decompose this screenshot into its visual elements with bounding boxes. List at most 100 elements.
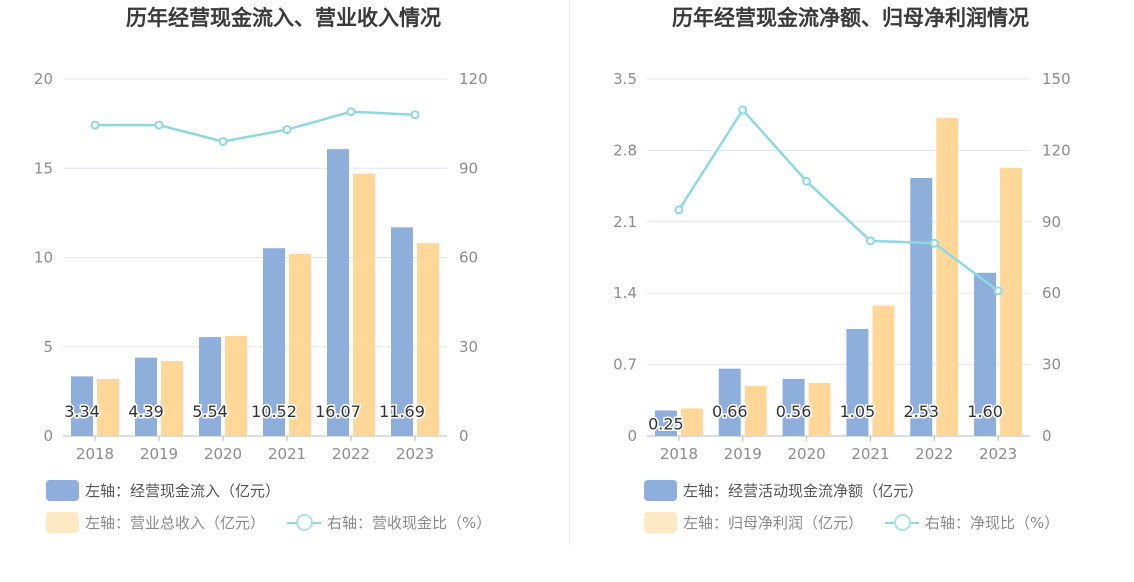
y-left-tick-label: 0.7 <box>613 356 637 374</box>
legend-row-2: 左轴：归母净利润（亿元） 右轴：净现比（%） <box>644 511 1081 533</box>
legend-label: 左轴：营业总收入（亿元） <box>85 513 266 532</box>
ratio-point <box>90 120 100 130</box>
x-tick-label: 2018 <box>660 445 698 463</box>
bar-data-label: 0.66 <box>712 402 748 421</box>
y-right-tick-label: 150 <box>1042 70 1071 88</box>
ratio-point <box>154 120 164 130</box>
bar-net-cashflow <box>718 368 741 436</box>
x-tick-label: 2022 <box>332 445 370 463</box>
legend-ratio-line[interactable]: 右轴：营收现金比（%） <box>287 512 491 533</box>
bar-revenue <box>353 173 375 437</box>
legend-label: 左轴：经营现金流入（亿元） <box>85 481 281 500</box>
y-left-tick-label: 1.4 <box>613 284 637 302</box>
legend-row-2: 左轴：营业总收入（亿元） 右轴：营收现金比（%） <box>46 511 513 533</box>
legend-net-profit[interactable]: 左轴：归母净利润（亿元） <box>644 511 864 533</box>
ratio-line <box>677 107 999 292</box>
chart-title: 历年经营现金流净额、归母净利润情况 <box>672 6 1029 30</box>
chart-title: 历年经营现金流入、营业收入情况 <box>126 6 441 30</box>
ratio-point <box>218 136 228 146</box>
x-tick-label: 2020 <box>204 445 242 463</box>
legend-label: 左轴：归母净利润（亿元） <box>683 513 864 532</box>
y-right-tick-label: 120 <box>1042 141 1071 159</box>
bar-data-label: 5.54 <box>192 402 228 421</box>
legend-swatch-blue <box>46 479 79 501</box>
x-tick-label: 2019 <box>140 445 178 463</box>
legend-label: 右轴：营收现金比（%） <box>327 513 492 532</box>
net-cashflow-profit-chart: 0 0.7 1.4 2.1 2.8 3.5 0 30 60 90 120 150 2018 2019 202… <box>613 70 1071 463</box>
bar-net-profit <box>1000 167 1023 437</box>
x-tick-label: 2021 <box>851 445 889 463</box>
ratio-point <box>802 176 812 186</box>
y-right-tick-label: 120 <box>459 70 488 88</box>
bar-net-profit <box>808 382 831 436</box>
ratio-point <box>738 105 748 115</box>
y-right-tick-label: 30 <box>1042 356 1061 374</box>
bar-data-label: 3.34 <box>64 402 100 421</box>
cash-inflow-revenue-chart: 0 5 10 15 20 0 30 60 90 120 2018 2019 2020 2021 2022 20… <box>34 70 488 463</box>
x-tick-label: 2023 <box>396 445 434 463</box>
bar-net-cashflow <box>654 410 677 436</box>
legend-swatch-orange <box>644 511 677 533</box>
bar-data-label: 4.39 <box>128 402 164 421</box>
y-left-tick-label: 3.5 <box>613 70 637 88</box>
ratio-point <box>993 286 1003 296</box>
bar-net-cashflow <box>782 378 805 436</box>
bar-revenue <box>225 336 247 436</box>
legend-swatch-blue <box>644 479 677 501</box>
right-chart-panel: 历年经营现金流净额、归母净利润情况 0 0.7 1.4 2.1 2.8 3.5 0 30 60 9… <box>567 0 1134 582</box>
y-left-tick-label: 15 <box>34 159 53 177</box>
y-left-tick-label: 0 <box>43 427 53 445</box>
bar-net-profit <box>680 408 703 436</box>
bar-net-profit <box>872 305 895 436</box>
x-tick-label: 2020 <box>787 445 825 463</box>
bar-cash-inflow <box>263 248 285 436</box>
bar-cash-inflow <box>71 376 93 436</box>
bar-data-label: 1.60 <box>967 402 1003 421</box>
y-right-tick-label: 30 <box>459 338 478 356</box>
ratio-point <box>410 110 420 120</box>
bar-data-label: 11.69 <box>379 402 425 421</box>
x-tick-label: 2022 <box>915 445 953 463</box>
y-left-tick-label: 2.8 <box>613 141 637 159</box>
panel-divider <box>569 0 570 545</box>
ratio-point <box>865 236 875 246</box>
y-right-tick-label: 60 <box>1042 284 1061 302</box>
ratio-point <box>674 205 684 215</box>
legend-row-1: 左轴：经营现金流入（亿元） <box>46 479 302 501</box>
ratio-point <box>346 107 356 117</box>
x-tick-label: 2018 <box>76 445 114 463</box>
legend-swatch-orange <box>46 511 79 533</box>
y-right-tick-label: 0 <box>1042 427 1052 445</box>
y-left-tick-label: 20 <box>34 70 53 88</box>
bar-cash-inflow <box>391 227 413 436</box>
bar-data-label: 2.53 <box>903 402 939 421</box>
y-left-tick-label: 10 <box>34 249 53 267</box>
bar-cash-inflow <box>199 337 221 436</box>
bar-revenue <box>417 243 439 436</box>
legend-label: 左轴：经营活动现金流净额（亿元） <box>683 481 924 500</box>
bar-net-cashflow <box>974 272 997 436</box>
bar-cash-inflow <box>327 149 349 436</box>
y-right-tick-label: 90 <box>459 159 478 177</box>
bar-net-cashflow <box>910 177 933 436</box>
left-chart-panel: 历年经营现金流入、营业收入情况 0 5 10 15 20 0 30 60 90 120 2018 20… <box>34 6 513 533</box>
bar-data-label: 0.25 <box>648 414 684 433</box>
legend-line-marker-icon <box>287 512 322 533</box>
legend-cash-inflow[interactable]: 左轴：经营现金流入（亿元） <box>46 479 281 501</box>
legend-net-cashflow[interactable]: 左轴：经营活动现金流净额（亿元） <box>644 479 924 501</box>
x-tick-label: 2021 <box>268 445 306 463</box>
bar-cash-inflow <box>135 357 157 436</box>
bar-data-label: 0.56 <box>776 402 812 421</box>
legend-label: 右轴：净现比（%） <box>925 513 1060 532</box>
bar-revenue <box>289 253 311 436</box>
bar-revenue <box>97 378 119 436</box>
x-tick-label: 2023 <box>979 445 1017 463</box>
ratio-point <box>282 125 292 135</box>
bar-net-profit <box>936 117 959 436</box>
ratio-point <box>929 238 939 248</box>
legend-net-cash-ratio-line[interactable]: 右轴：净现比（%） <box>885 512 1059 533</box>
legend-revenue[interactable]: 左轴：营业总收入（亿元） <box>46 511 266 533</box>
legend-row-1: 左轴：经营活动现金流净额（亿元） <box>644 479 945 501</box>
bar-net-cashflow <box>846 328 869 436</box>
bar-data-label: 16.07 <box>315 402 361 421</box>
